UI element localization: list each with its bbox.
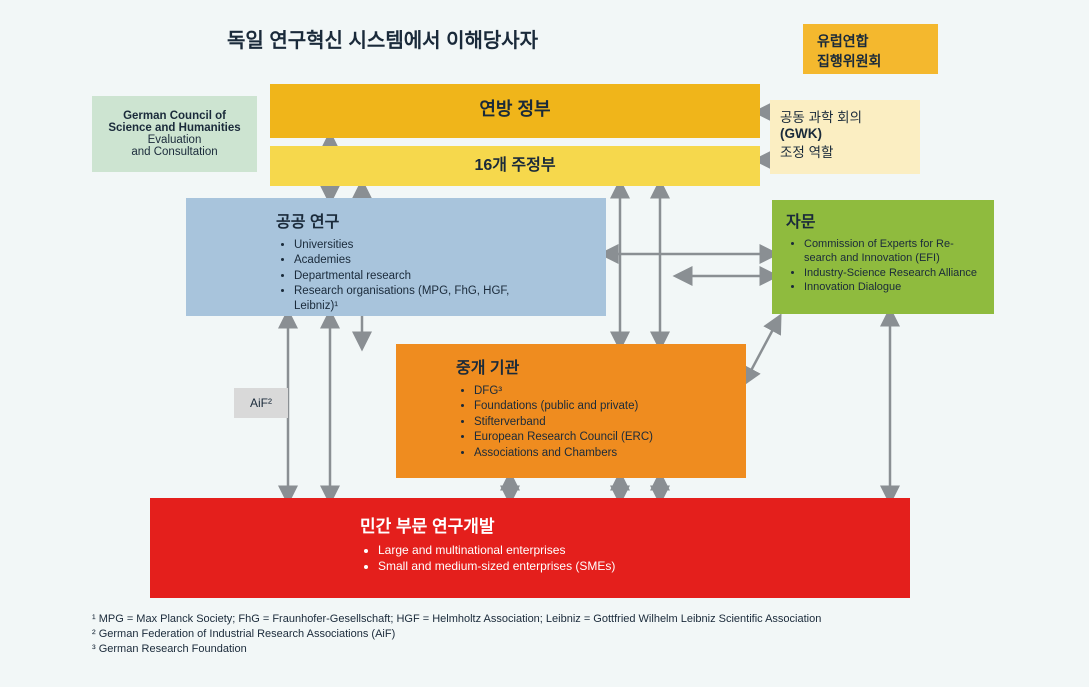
eu-line2: 집행위원회 — [817, 51, 924, 71]
footnote-line: ³ German Research Foundation — [92, 642, 821, 657]
intermed-title: 중개 기관 — [456, 354, 686, 378]
list-item: European Research Council (ERC) — [474, 430, 686, 444]
private-items: Large and multinational enterprisesSmall… — [360, 543, 700, 574]
box-advisory: 자문 Commission of Experts for Re-search a… — [772, 200, 994, 314]
box-eu-commission: 유럽연합 집행위원회 — [803, 24, 938, 74]
footnote-line: ² German Federation of Industrial Resear… — [92, 627, 821, 642]
public-items: UniversitiesAcademies Departmental resear… — [276, 238, 516, 313]
list-item: Universities — [294, 238, 516, 252]
council-l3: Evaluation — [148, 134, 202, 146]
gwk-l2: (GWK) — [780, 126, 910, 141]
council-l2: Science and Humanities — [108, 122, 240, 134]
box-public-research: 공공 연구 UniversitiesAcademies Departmental … — [186, 198, 606, 316]
diagram-stage: 독일 연구혁신 시스템에서 이해당사자 유럽연합 집행위원회 German Co… — [0, 0, 1089, 687]
list-item: Foundations (public and private) — [474, 399, 686, 413]
footnotes: ¹ MPG = Max Planck Society; FhG = Fraunh… — [92, 612, 821, 657]
private-title: 민간 부문 연구개발 — [360, 512, 700, 537]
states-label: 16개 주정부 — [280, 151, 750, 175]
box-federal-govt: 연방 정부 — [270, 84, 760, 138]
list-item: DFG³ — [474, 384, 686, 398]
box-aif: AiF² — [234, 388, 288, 418]
footnote-line: ¹ MPG = Max Planck Society; FhG = Fraunh… — [92, 612, 821, 627]
advisory-items: Commission of Experts for Re-search and … — [786, 238, 980, 295]
gwk-l3: 조정 역할 — [780, 141, 910, 161]
list-item: Departmental research — [294, 269, 516, 283]
public-title: 공공 연구 — [276, 208, 516, 232]
eu-line1: 유럽연합 — [817, 31, 924, 51]
box-gwk: 공동 과학 회의 (GWK) 조정 역할 — [770, 100, 920, 174]
list-item: Research organisations (MPG, FhG, HGF, L… — [294, 284, 516, 313]
list-item: Industry-Science Research Alliance — [804, 267, 980, 281]
gwk-l1: 공동 과학 회의 — [780, 106, 910, 126]
diagram-title: 독일 연구혁신 시스템에서 이해당사자 — [227, 24, 538, 53]
aif-label: AiF² — [244, 396, 278, 410]
council-l1: German Council of — [123, 110, 226, 122]
list-item: Innovation Dialogue — [804, 281, 980, 295]
box-german-council: German Council of Science and Humanities… — [92, 96, 257, 172]
box-private-rd: 민간 부문 연구개발 Large and multinational enter… — [150, 498, 910, 598]
list-item: Small and medium-sized enterprises (SMEs… — [378, 559, 700, 574]
advisory-title: 자문 — [786, 208, 980, 232]
intermed-items: DFG³Foundations (public and private) Stif… — [456, 384, 686, 460]
list-item: Academies — [294, 253, 516, 267]
box-states: 16개 주정부 — [270, 146, 760, 186]
box-intermediaries: 중개 기관 DFG³Foundations (public and privat… — [396, 344, 746, 478]
list-item: Associations and Chambers — [474, 446, 686, 460]
council-l4: and Consultation — [131, 146, 217, 158]
list-item: Commission of Experts for Re-search and … — [804, 238, 980, 266]
list-item: Large and multinational enterprises — [378, 543, 700, 558]
list-item: Stifterverband — [474, 415, 686, 429]
federal-label: 연방 정부 — [280, 95, 750, 121]
